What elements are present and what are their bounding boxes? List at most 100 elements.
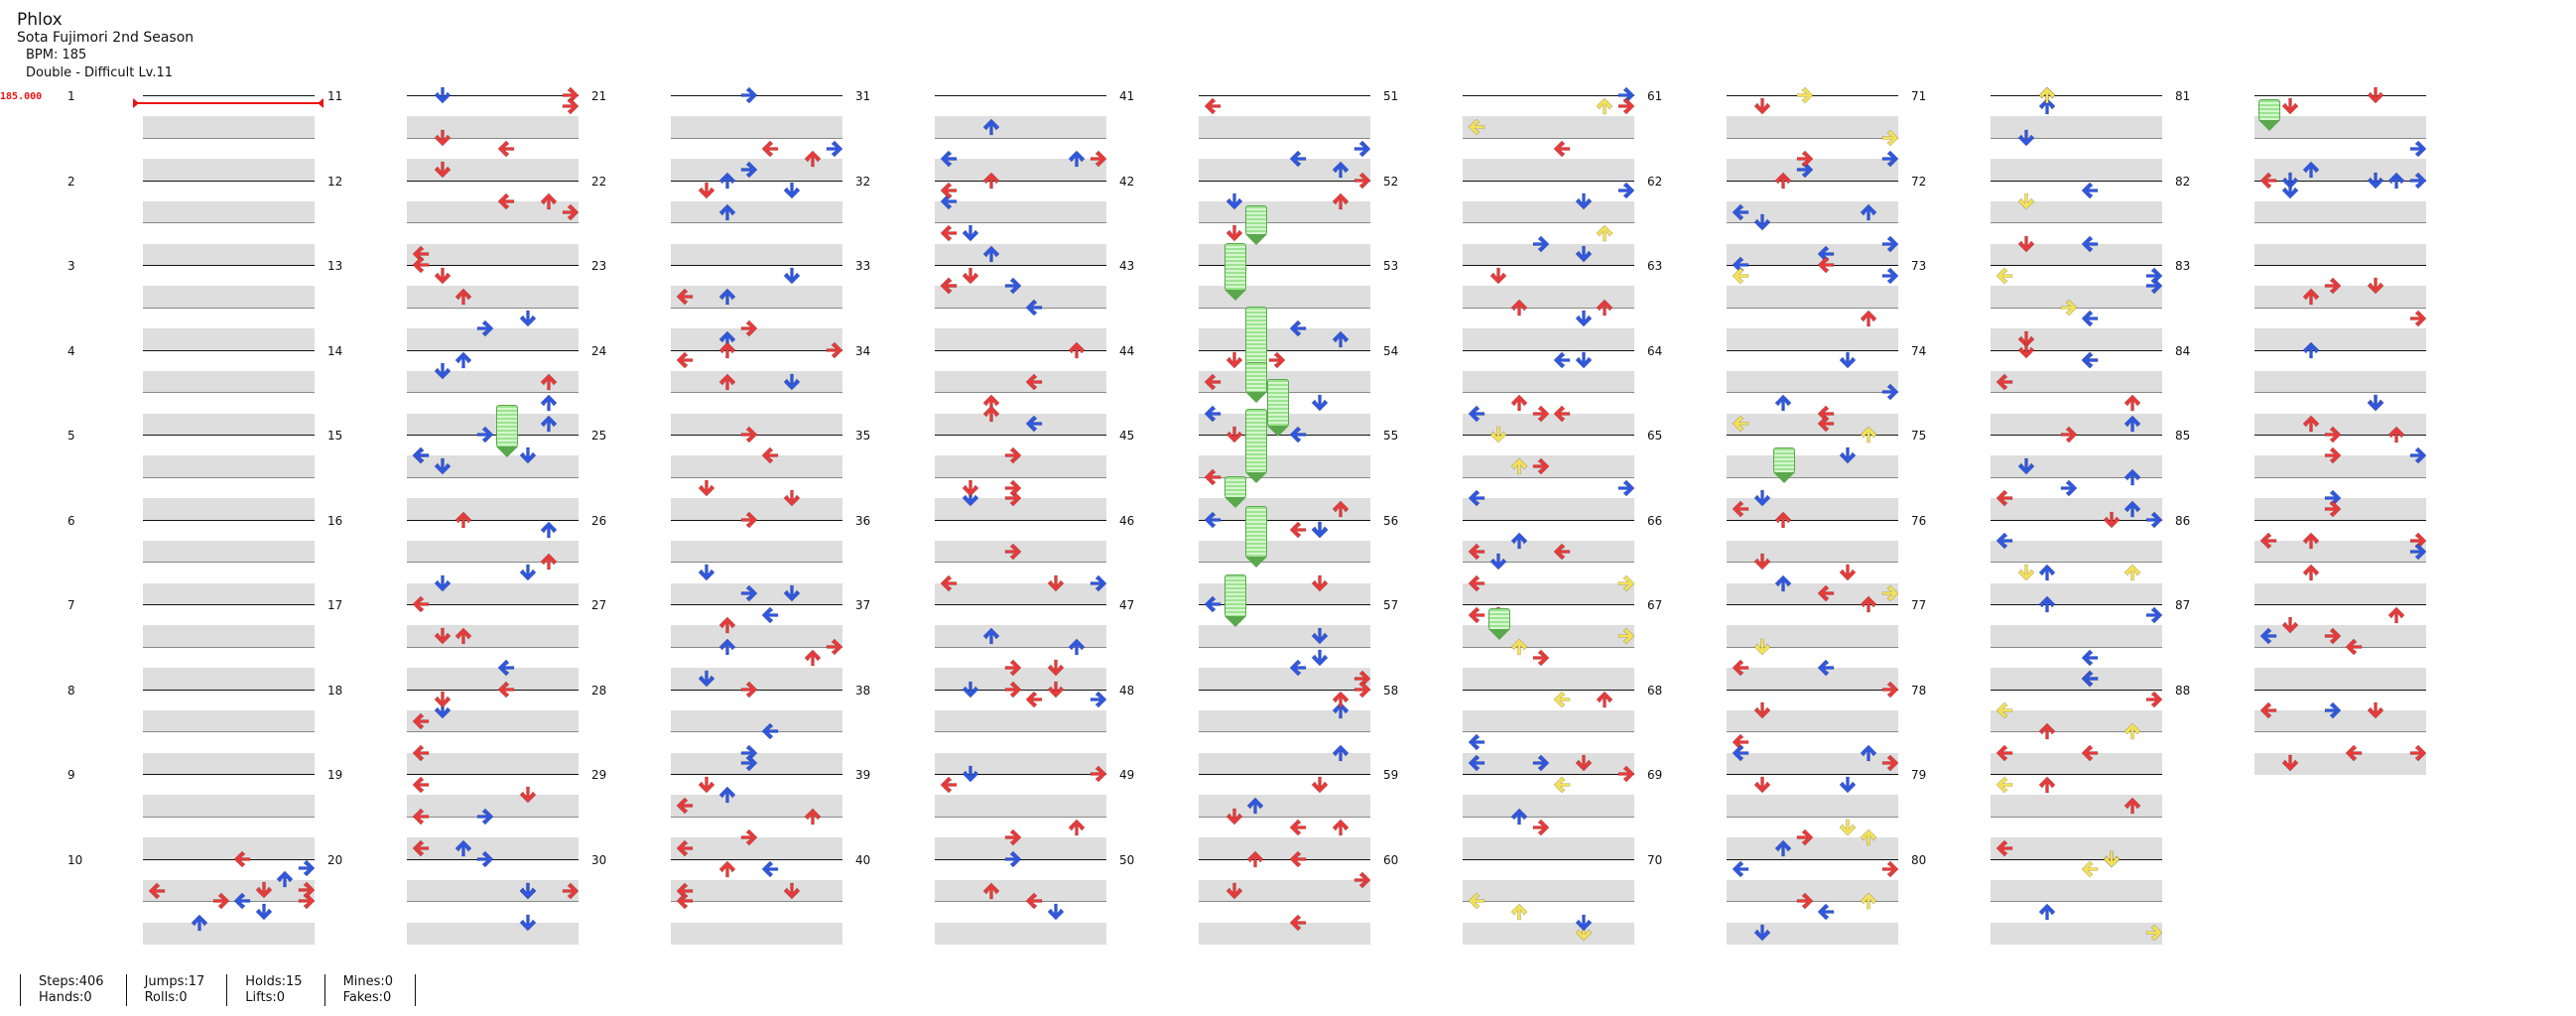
note-arrow-right-icon xyxy=(1881,860,1898,878)
measure-line xyxy=(143,774,315,775)
beat-band xyxy=(143,116,315,138)
note-arrow-up-icon xyxy=(2038,564,2056,581)
measure-line xyxy=(407,604,579,605)
note-arrow-left-icon xyxy=(1468,733,1485,751)
beat-band xyxy=(935,668,1106,690)
beat-band xyxy=(1991,752,2162,775)
note-arrow-right-icon xyxy=(2409,172,2426,189)
measure-number: 74 xyxy=(1911,343,1927,358)
note-arrow-down-icon xyxy=(519,447,536,464)
note-arrow-left-icon xyxy=(2081,860,2099,878)
note-arrow-right-icon xyxy=(2145,924,2162,942)
note-arrow-up-icon xyxy=(540,553,558,571)
note-arrow-up-icon xyxy=(540,415,558,433)
measure-number: 67 xyxy=(1647,598,1663,612)
beat-band xyxy=(143,498,315,520)
beat-line xyxy=(2254,392,2426,393)
note-arrow-left-icon xyxy=(412,839,430,857)
note-arrow-right-icon xyxy=(1004,277,1021,295)
note-arrow-right-icon xyxy=(476,808,493,826)
stat-steps: Steps:406 xyxy=(39,974,104,989)
note-arrow-down-icon xyxy=(2103,850,2120,867)
beat-band xyxy=(2254,159,2426,181)
note-arrow-left-icon xyxy=(1204,97,1222,115)
beat-line xyxy=(1727,222,1898,223)
note-arrow-down-icon xyxy=(434,627,451,645)
beat-band xyxy=(671,243,842,266)
note-arrow-left-icon xyxy=(497,681,515,698)
measure-line xyxy=(671,604,842,605)
beat-band xyxy=(1991,709,2162,732)
note-arrow-up-icon xyxy=(1510,638,1528,656)
beat-band xyxy=(671,795,842,817)
beat-band xyxy=(143,370,315,393)
measure-number: 19 xyxy=(327,768,343,782)
note-arrow-up-icon xyxy=(1332,192,1350,210)
beat-band xyxy=(935,243,1106,266)
measure-number: 11 xyxy=(327,89,343,103)
hold-note xyxy=(1224,243,1246,301)
note-arrow-up-icon xyxy=(1510,532,1528,550)
beat-band xyxy=(1727,413,1898,436)
note-arrow-up-icon xyxy=(454,839,472,857)
beat-line xyxy=(407,646,579,648)
note-arrow-down-icon xyxy=(2017,330,2034,348)
beat-band xyxy=(1463,413,1634,436)
beat-band xyxy=(935,879,1106,902)
note-arrow-down-icon xyxy=(1575,192,1592,210)
note-arrow-left-icon xyxy=(1204,511,1222,528)
note-arrow-right-icon xyxy=(1353,140,1370,157)
hold-note xyxy=(2258,99,2280,131)
measure-number: 75 xyxy=(1911,429,1927,443)
beat-line xyxy=(935,562,1106,563)
note-arrow-right-icon xyxy=(1532,819,1549,835)
note-arrow-right-icon xyxy=(740,828,757,846)
note-arrow-up-icon xyxy=(2387,606,2405,623)
beat-line xyxy=(1727,562,1898,563)
note-arrow-up-icon xyxy=(1596,299,1613,317)
stat-fakes: Fakes:0 xyxy=(342,990,392,1005)
note-arrow-left-icon xyxy=(676,288,694,306)
note-arrow-left-icon xyxy=(1204,595,1222,613)
note-arrow-up-icon xyxy=(718,860,736,878)
beat-line xyxy=(1727,392,1898,393)
note-arrow-up-icon xyxy=(1332,744,1350,761)
beat-band xyxy=(1991,370,2162,393)
note-arrow-right-icon xyxy=(476,850,493,867)
measure-line xyxy=(2254,349,2426,351)
beat-band xyxy=(1463,498,1634,520)
beat-band xyxy=(1991,243,2162,266)
measure-column: 31 32 33 34 35 36 37 38 39 40 xyxy=(855,89,1106,958)
beat-band xyxy=(407,328,579,350)
note-arrow-up-icon xyxy=(1246,797,1264,815)
measure-number: 37 xyxy=(855,598,871,612)
measure-line xyxy=(407,265,579,266)
beat-band xyxy=(407,286,579,308)
note-arrow-right-icon xyxy=(1617,627,1634,645)
hold-note xyxy=(1245,506,1267,569)
note-arrow-down-icon xyxy=(2017,457,2034,475)
note-arrow-down-icon xyxy=(2367,278,2383,295)
beat-band xyxy=(1199,159,1370,181)
chart-difficulty: Double - Difficult Lv.11 xyxy=(26,65,174,80)
note-arrow-left-icon xyxy=(1732,860,1749,878)
beat-line xyxy=(671,307,842,309)
measure-number: 88 xyxy=(2175,683,2191,698)
beat-band xyxy=(935,116,1106,138)
beat-line xyxy=(1199,901,1370,902)
note-arrow-up-icon xyxy=(982,405,1000,422)
beat-line xyxy=(407,392,579,393)
measure-number: 76 xyxy=(1911,513,1927,528)
beat-band xyxy=(671,328,842,350)
measure-number: 2 xyxy=(67,174,75,189)
note-arrow-up-icon xyxy=(1774,394,1792,412)
measure-number: 33 xyxy=(855,259,871,273)
beat-band xyxy=(671,922,842,945)
beat-line xyxy=(671,222,842,223)
measure-number: 39 xyxy=(855,768,871,782)
note-arrow-right-icon xyxy=(2324,426,2341,444)
beat-line xyxy=(671,562,842,563)
note-arrow-left-icon xyxy=(412,256,430,274)
measure-column: 21 22 23 24 25 26 27 28 29 30 xyxy=(591,86,842,958)
note-arrow-down-icon xyxy=(434,457,451,475)
